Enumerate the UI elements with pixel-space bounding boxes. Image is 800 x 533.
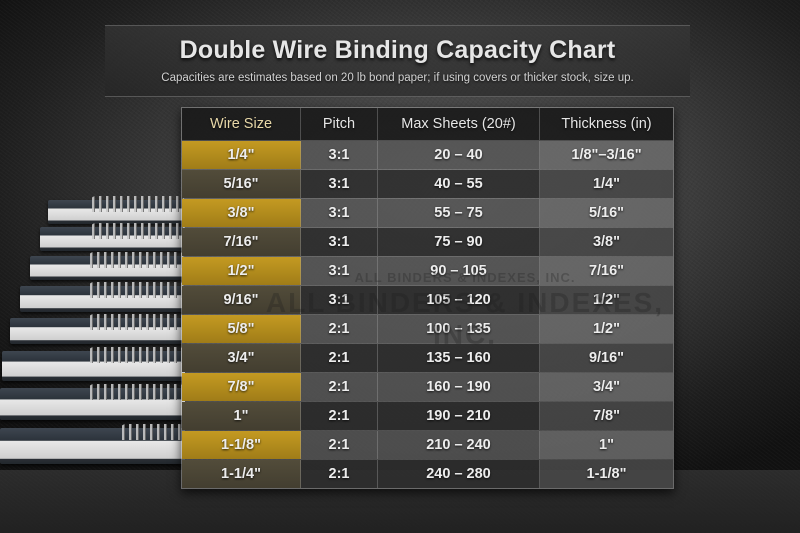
pitch-cell: 2:1 — [301, 315, 378, 343]
max-sheets-cell: 75 – 90 — [378, 228, 540, 256]
table-row: 1-1/4" 2:1 240 – 280 1-1/8" — [182, 460, 673, 488]
thickness-cell: 1" — [540, 431, 673, 459]
wire-size-cell: 5/16" — [182, 170, 301, 198]
thickness-cell: 1/2" — [540, 315, 673, 343]
table-row: 7/8" 2:1 160 – 190 3/4" — [182, 373, 673, 402]
max-sheets-cell: 100 – 135 — [378, 315, 540, 343]
max-sheets-cell: 105 – 120 — [378, 286, 540, 314]
max-sheets-cell: 190 – 210 — [378, 402, 540, 430]
pitch-cell: 3:1 — [301, 141, 378, 169]
wire-size-cell: 9/16" — [182, 286, 301, 314]
wire-size-cell: 1" — [182, 402, 301, 430]
thickness-cell: 3/4" — [540, 373, 673, 401]
wire-size-cell: 7/16" — [182, 228, 301, 256]
max-sheets-cell: 20 – 40 — [378, 141, 540, 169]
table-row: 5/16" 3:1 40 – 55 1/4" — [182, 170, 673, 199]
thickness-cell: 1/8"–3/16" — [540, 141, 673, 169]
max-sheets-cell: 210 – 240 — [378, 431, 540, 459]
notebook — [48, 196, 185, 224]
notebook — [40, 223, 185, 251]
thickness-cell: 7/16" — [540, 257, 673, 285]
table-row: 7/16" 3:1 75 – 90 3/8" — [182, 228, 673, 257]
notebook — [2, 347, 185, 381]
page-subtitle: Capacities are estimates based on 20 lb … — [161, 72, 634, 84]
pitch-cell: 3:1 — [301, 170, 378, 198]
pitch-cell: 3:1 — [301, 228, 378, 256]
column-header-max-sheets: Max Sheets (20#) — [378, 108, 540, 140]
notebook — [0, 384, 185, 420]
wire-size-cell: 3/8" — [182, 199, 301, 227]
max-sheets-cell: 135 – 160 — [378, 344, 540, 372]
wire-size-cell: 1/2" — [182, 257, 301, 285]
pitch-cell: 2:1 — [301, 431, 378, 459]
pitch-cell: 2:1 — [301, 460, 378, 488]
pitch-cell: 3:1 — [301, 199, 378, 227]
wire-size-cell: 5/8" — [182, 315, 301, 343]
pitch-cell: 2:1 — [301, 344, 378, 372]
thickness-cell: 1-1/8" — [540, 460, 673, 488]
max-sheets-cell: 160 – 190 — [378, 373, 540, 401]
wire-size-cell: 3/4" — [182, 344, 301, 372]
wire-size-cell: 1/4" — [182, 141, 301, 169]
table-row: 3/8" 3:1 55 – 75 5/16" — [182, 199, 673, 228]
column-header-pitch: Pitch — [301, 108, 378, 140]
max-sheets-cell: 90 – 105 — [378, 257, 540, 285]
thickness-cell: 1/2" — [540, 286, 673, 314]
column-header-thickness: Thickness (in) — [561, 116, 652, 132]
max-sheets-cell: 55 – 75 — [378, 199, 540, 227]
thickness-cell: 9/16" — [540, 344, 673, 372]
wire-size-cell: 7/8" — [182, 373, 301, 401]
title-banner: Double Wire Binding Capacity Chart Capac… — [105, 25, 690, 97]
pitch-cell: 2:1 — [301, 373, 378, 401]
notebook — [10, 314, 185, 344]
table-row: 1/4" 3:1 20 – 40 1/8"–3/16" — [182, 141, 673, 170]
notebook — [30, 252, 185, 280]
wire-size-cell: 1-1/8" — [182, 431, 301, 459]
pitch-cell: 3:1 — [301, 257, 378, 285]
notebook-stack-image — [0, 185, 185, 475]
thickness-cell: 7/8" — [540, 402, 673, 430]
page-title: Double Wire Binding Capacity Chart — [179, 36, 616, 64]
thickness-cell: 3/8" — [540, 228, 673, 256]
table-row: 9/16" 3:1 105 – 120 1/2" — [182, 286, 673, 315]
table-row: 1-1/8" 2:1 210 – 240 1" — [182, 431, 673, 460]
table-header-row: Wire Size Pitch Max Sheets (20#) Thickne… — [182, 108, 673, 141]
max-sheets-cell: 240 – 280 — [378, 460, 540, 488]
thickness-cell: 1/4" — [540, 170, 673, 198]
wire-size-cell: 1-1/4" — [182, 460, 301, 488]
table-row: 1" 2:1 190 – 210 7/8" — [182, 402, 673, 431]
column-header-wire-size: Wire Size — [182, 108, 301, 140]
pitch-cell: 3:1 — [301, 286, 378, 314]
table-row: 5/8" 2:1 100 – 135 1/2" — [182, 315, 673, 344]
pitch-cell: 2:1 — [301, 402, 378, 430]
thickness-cell: 5/16" — [540, 199, 673, 227]
notebook — [20, 282, 185, 312]
capacity-table: Wire Size Pitch Max Sheets (20#) Thickne… — [181, 107, 674, 489]
notebook — [0, 424, 185, 464]
max-sheets-cell: 40 – 55 — [378, 170, 540, 198]
table-row: 3/4" 2:1 135 – 160 9/16" — [182, 344, 673, 373]
table-row: 1/2" 3:1 90 – 105 7/16" — [182, 257, 673, 286]
